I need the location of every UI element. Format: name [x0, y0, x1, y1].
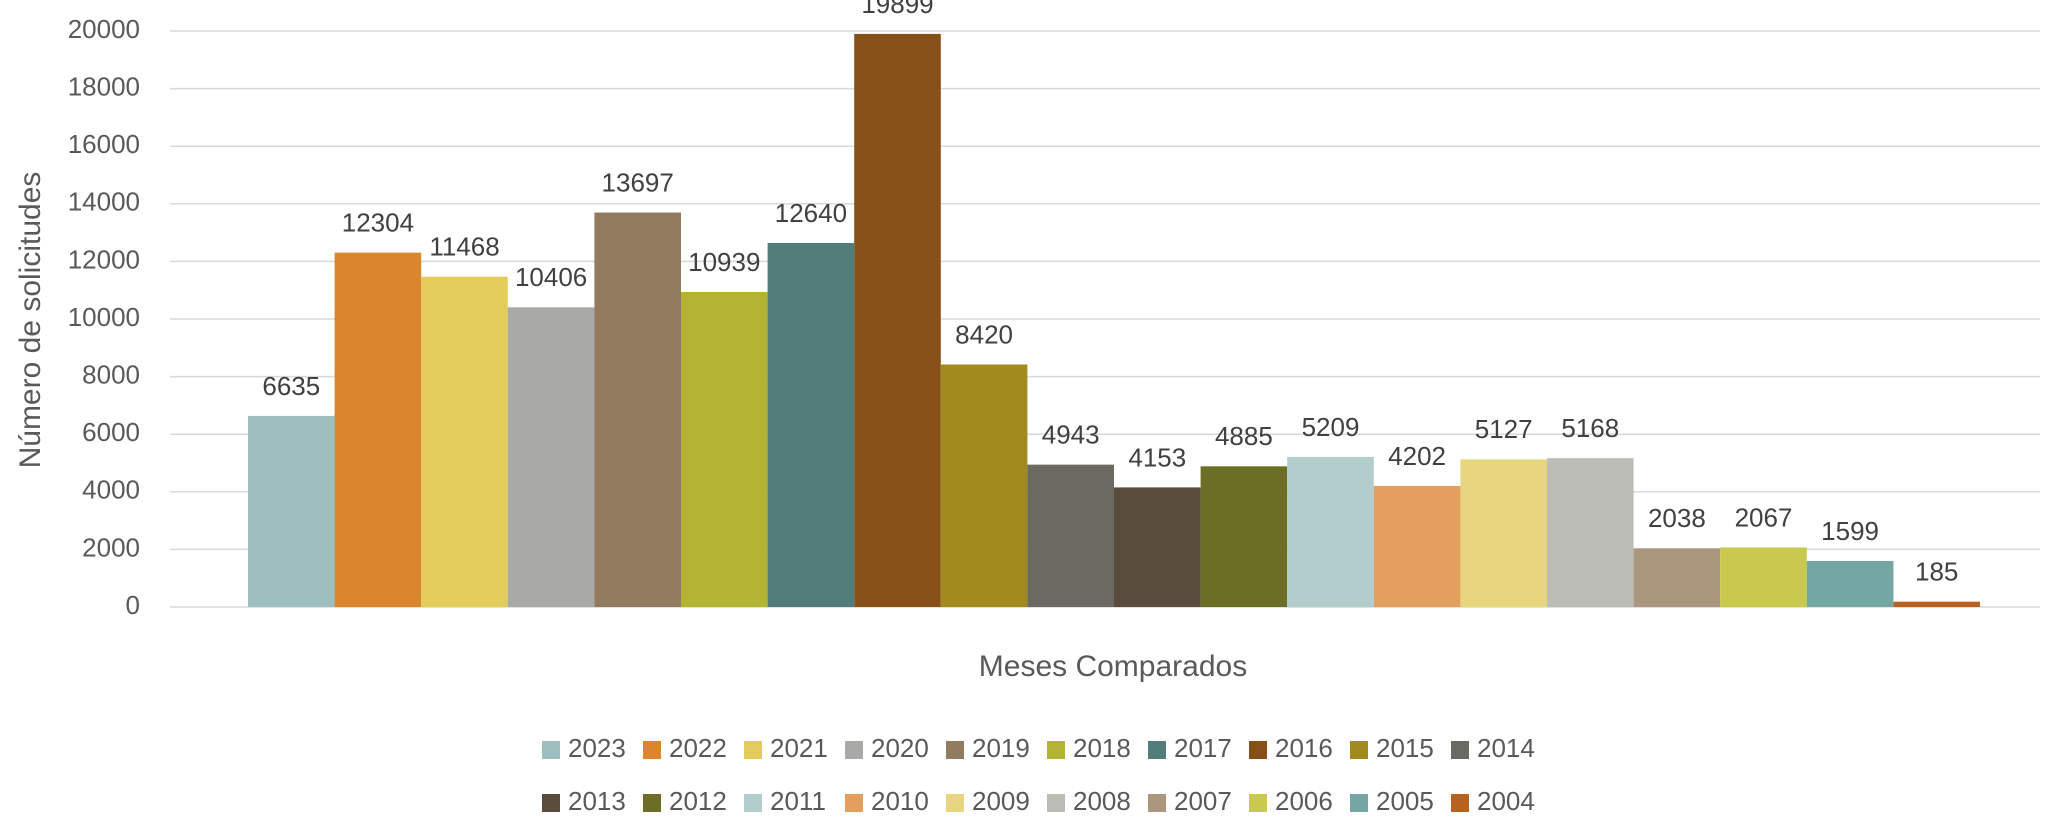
y-tick-label: 16000: [68, 129, 140, 159]
legend-swatch: [1350, 794, 1368, 812]
data-label: 12304: [342, 208, 414, 238]
data-label: 10939: [688, 247, 760, 277]
y-tick-label: 14000: [68, 187, 140, 217]
legend-swatch: [845, 741, 863, 759]
bar: [248, 415, 335, 607]
bar: [1114, 487, 1201, 607]
bar: [421, 276, 508, 607]
data-label: 19899: [861, 0, 933, 19]
bar: [1547, 458, 1634, 607]
bar: [767, 242, 855, 607]
bar: [940, 364, 1028, 607]
data-label: 5209: [1302, 412, 1360, 442]
legend-label: 2014: [1477, 733, 1535, 763]
legend-label: 2015: [1376, 733, 1434, 763]
y-tick-label: 2000: [82, 532, 140, 562]
legend-label: 2006: [1275, 786, 1333, 816]
data-label: 5127: [1475, 414, 1533, 444]
data-label: 2038: [1648, 503, 1706, 533]
data-label: 185: [1915, 557, 1958, 587]
legend-swatch: [1451, 741, 1469, 759]
y-tick-label: 0: [126, 590, 140, 620]
bar: [334, 252, 422, 607]
bar: [507, 307, 595, 607]
data-label: 4202: [1388, 441, 1446, 471]
data-label: 8420: [955, 319, 1013, 349]
data-label: 4153: [1128, 442, 1186, 472]
bar: [1200, 466, 1288, 607]
legend-label: 2007: [1174, 786, 1232, 816]
legend-swatch: [1451, 794, 1469, 812]
bar: [1720, 547, 1807, 607]
legend-label: 2013: [568, 786, 626, 816]
data-label: 4943: [1042, 420, 1100, 450]
bar: [1287, 456, 1374, 607]
bar: [681, 291, 768, 607]
legend-swatch: [643, 794, 661, 812]
y-axis-label: Número de solicitudes: [14, 172, 47, 469]
legend-label: 2011: [770, 786, 826, 816]
legend-label: 2021: [770, 733, 828, 763]
data-label: 1599: [1821, 516, 1879, 546]
y-tick-label: 10000: [68, 302, 140, 332]
y-tick-label: 6000: [82, 417, 140, 447]
data-label: 2067: [1735, 502, 1793, 532]
legend-label: 2019: [972, 733, 1030, 763]
y-tick-label: 4000: [82, 475, 140, 505]
legend-label: 2023: [568, 733, 626, 763]
legend-swatch: [1148, 794, 1166, 812]
bar: [1373, 485, 1461, 607]
bar: [854, 33, 941, 607]
data-label: 6635: [262, 371, 320, 401]
bar: [594, 212, 681, 607]
legend-swatch: [946, 741, 964, 759]
legend-label: 2009: [972, 786, 1030, 816]
bar: [1893, 601, 1980, 607]
bar: [1027, 464, 1114, 607]
data-label: 12640: [775, 198, 847, 228]
data-label: 11468: [429, 232, 499, 262]
bar: [1633, 548, 1721, 607]
legend-swatch: [744, 741, 762, 759]
legend-swatch: [1350, 741, 1368, 759]
legend-label: 2018: [1073, 733, 1131, 763]
y-tick-label: 20000: [68, 14, 140, 44]
legend-swatch: [946, 794, 964, 812]
legend-label: 2010: [871, 786, 929, 816]
data-label: 13697: [602, 167, 674, 197]
legend-swatch: [1047, 794, 1065, 812]
x-axis-label: Meses Comparados: [979, 650, 1247, 683]
data-label: 4885: [1215, 421, 1273, 451]
legend-swatch: [744, 794, 762, 812]
data-label: 10406: [515, 262, 587, 292]
bar: [1806, 560, 1894, 607]
data-label: 5168: [1561, 413, 1619, 443]
y-tick-label: 12000: [68, 244, 140, 274]
legend-label: 2020: [871, 733, 929, 763]
legend-label: 2008: [1073, 786, 1131, 816]
legend-swatch: [1249, 741, 1267, 759]
legend-swatch: [1047, 741, 1065, 759]
legend-swatch: [542, 794, 560, 812]
y-tick-label: 8000: [82, 359, 140, 389]
legend-label: 2012: [669, 786, 727, 816]
legend-swatch: [1148, 741, 1166, 759]
legend-label: 2022: [669, 733, 727, 763]
legend-label: 2016: [1275, 733, 1333, 763]
legend-label: 2005: [1376, 786, 1434, 816]
legend-swatch: [542, 741, 560, 759]
legend-label: 2004: [1477, 786, 1535, 816]
bar: [1460, 459, 1547, 607]
legend-swatch: [1249, 794, 1267, 812]
legend-swatch: [643, 741, 661, 759]
y-tick-label: 18000: [68, 71, 140, 101]
legend-label: 2017: [1174, 733, 1232, 763]
legend-swatch: [845, 794, 863, 812]
